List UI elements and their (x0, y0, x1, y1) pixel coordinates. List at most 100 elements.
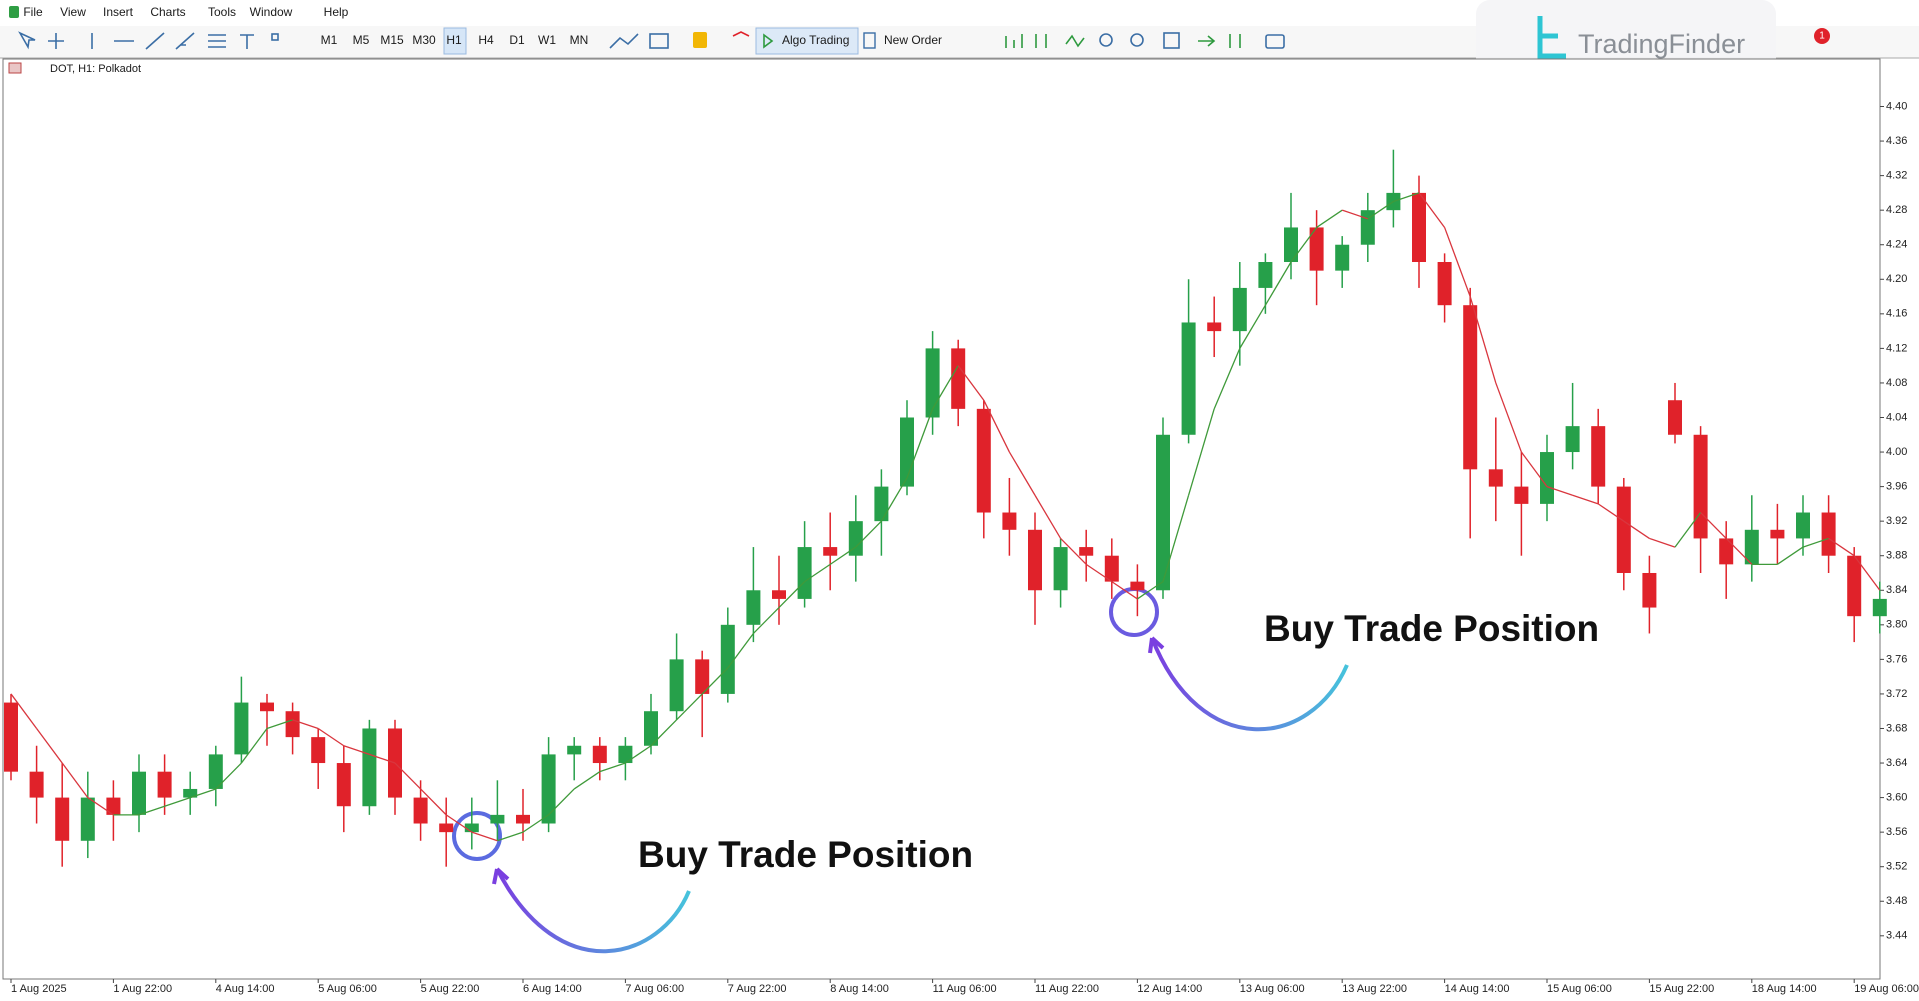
candle-body (848, 521, 863, 556)
timeframe-button[interactable]: MN (570, 33, 589, 47)
chart-type-icon[interactable] (609, 33, 639, 49)
zoom-out-icon[interactable] (1130, 33, 1144, 47)
text-icon[interactable] (240, 34, 254, 49)
timeframe-button[interactable]: H1 (446, 33, 462, 47)
y-tick-label: 3.96 (1886, 481, 1907, 493)
y-tick-label: 4.28 (1886, 204, 1907, 216)
new-order-label[interactable]: New Order (884, 33, 942, 47)
y-tick-label: 3.84 (1886, 584, 1907, 596)
shapes-icon[interactable] (271, 33, 279, 41)
screenshot-icon[interactable] (1265, 34, 1285, 49)
menu-item[interactable]: Charts (150, 5, 185, 19)
menu-item[interactable]: Window (250, 5, 293, 19)
ma-segment (1008, 451, 1036, 496)
candle-body (1796, 512, 1810, 539)
candle-body (644, 711, 658, 746)
ma-segment (266, 719, 293, 730)
menu-item[interactable]: File (23, 5, 43, 19)
line-chart-icon[interactable] (1065, 34, 1085, 48)
y-tick-label: 3.52 (1886, 861, 1907, 873)
timeframe-button[interactable]: M30 (412, 33, 436, 47)
ma-segment (522, 814, 549, 833)
play-icon (763, 33, 774, 49)
candle-body (1770, 529, 1785, 539)
candle-body (55, 797, 70, 841)
candle-body (1258, 262, 1273, 288)
candle-body (208, 754, 223, 789)
chart-symbol: DOT, H1: Polkadot (50, 63, 141, 75)
candle-body (1207, 322, 1222, 332)
candle-body (234, 702, 249, 755)
tile-icon[interactable] (1163, 32, 1180, 49)
candle-body (157, 771, 172, 798)
ma-segment (599, 762, 626, 773)
ma-segment (1443, 227, 1471, 297)
ma-segment (1469, 296, 1497, 384)
bar-chart-icon[interactable] (1005, 34, 1023, 48)
crosshair-icon[interactable] (48, 33, 64, 49)
template-icon[interactable] (649, 33, 669, 49)
ma-segment (1393, 192, 1420, 203)
ma-segment (1700, 512, 1727, 539)
notification-count: 1 (1819, 31, 1825, 42)
cursor-icon[interactable] (18, 31, 36, 50)
signals-icon[interactable] (732, 31, 750, 37)
timeframe-button[interactable]: M1 (321, 33, 338, 47)
algo-trading-label[interactable]: Algo Trading (782, 33, 849, 47)
y-tick-label: 3.76 (1886, 653, 1907, 665)
annotation: Buy Trade Position (1264, 608, 1599, 649)
annotation: Buy Trade Position (638, 834, 973, 875)
candle-body (1412, 192, 1426, 263)
candle-body (1642, 572, 1657, 608)
candle-body (132, 771, 146, 815)
timeframe-button[interactable]: W1 (538, 33, 556, 47)
candle-chart-icon[interactable] (1035, 34, 1047, 48)
ma-segment (548, 788, 575, 816)
ma-segment (804, 563, 831, 583)
timeframe-button[interactable]: M5 (353, 33, 370, 47)
scroll-icon[interactable] (1198, 35, 1216, 47)
x-tick-label: 7 Aug 22:00 (728, 983, 787, 995)
ma-segment (240, 728, 268, 764)
candle-body (1053, 547, 1068, 591)
candle-body (772, 590, 786, 599)
timeframe-button[interactable]: H4 (478, 33, 494, 47)
ma-segment (138, 805, 165, 816)
market-icon[interactable] (693, 32, 707, 48)
ma-segment (1367, 200, 1394, 220)
ma-segment (1828, 537, 1855, 557)
candle-body (746, 590, 761, 625)
shift-icon[interactable] (1229, 34, 1241, 48)
ma-segment (573, 771, 601, 790)
y-tick-label: 4.24 (1886, 239, 1907, 251)
candle-body (618, 745, 633, 764)
ma-segment (87, 797, 114, 816)
candle-body (362, 728, 377, 807)
fibo-icon[interactable] (208, 34, 226, 48)
ma-segment (829, 546, 857, 565)
chart-icon (8, 62, 22, 74)
y-tick-label: 4.00 (1886, 446, 1907, 458)
trendline-icon[interactable] (145, 32, 165, 50)
menu-item[interactable]: Help (324, 5, 349, 19)
ma-segment (1495, 382, 1523, 453)
y-tick-label: 4.12 (1886, 342, 1907, 354)
ma-segment (394, 762, 422, 790)
watermark-logo (1537, 16, 1566, 59)
candle-body (874, 486, 889, 522)
menu-item[interactable]: Insert (103, 5, 134, 19)
zoom-in-icon[interactable] (1099, 33, 1113, 47)
notification-badge[interactable] (1814, 28, 1830, 44)
candle-body (1668, 400, 1682, 435)
menu-item[interactable]: Tools (208, 5, 236, 19)
ma-segment (1853, 555, 1881, 591)
timeframe-button[interactable]: M15 (380, 33, 404, 47)
channel-icon[interactable] (175, 32, 195, 50)
candle-body (439, 823, 454, 833)
ma-segment (369, 753, 396, 764)
ma-segment (1239, 304, 1266, 349)
timeframe-button[interactable]: D1 (509, 33, 525, 47)
y-tick-label: 3.56 (1886, 826, 1907, 838)
menu-item[interactable]: View (60, 5, 86, 19)
ma-segment (420, 788, 447, 816)
